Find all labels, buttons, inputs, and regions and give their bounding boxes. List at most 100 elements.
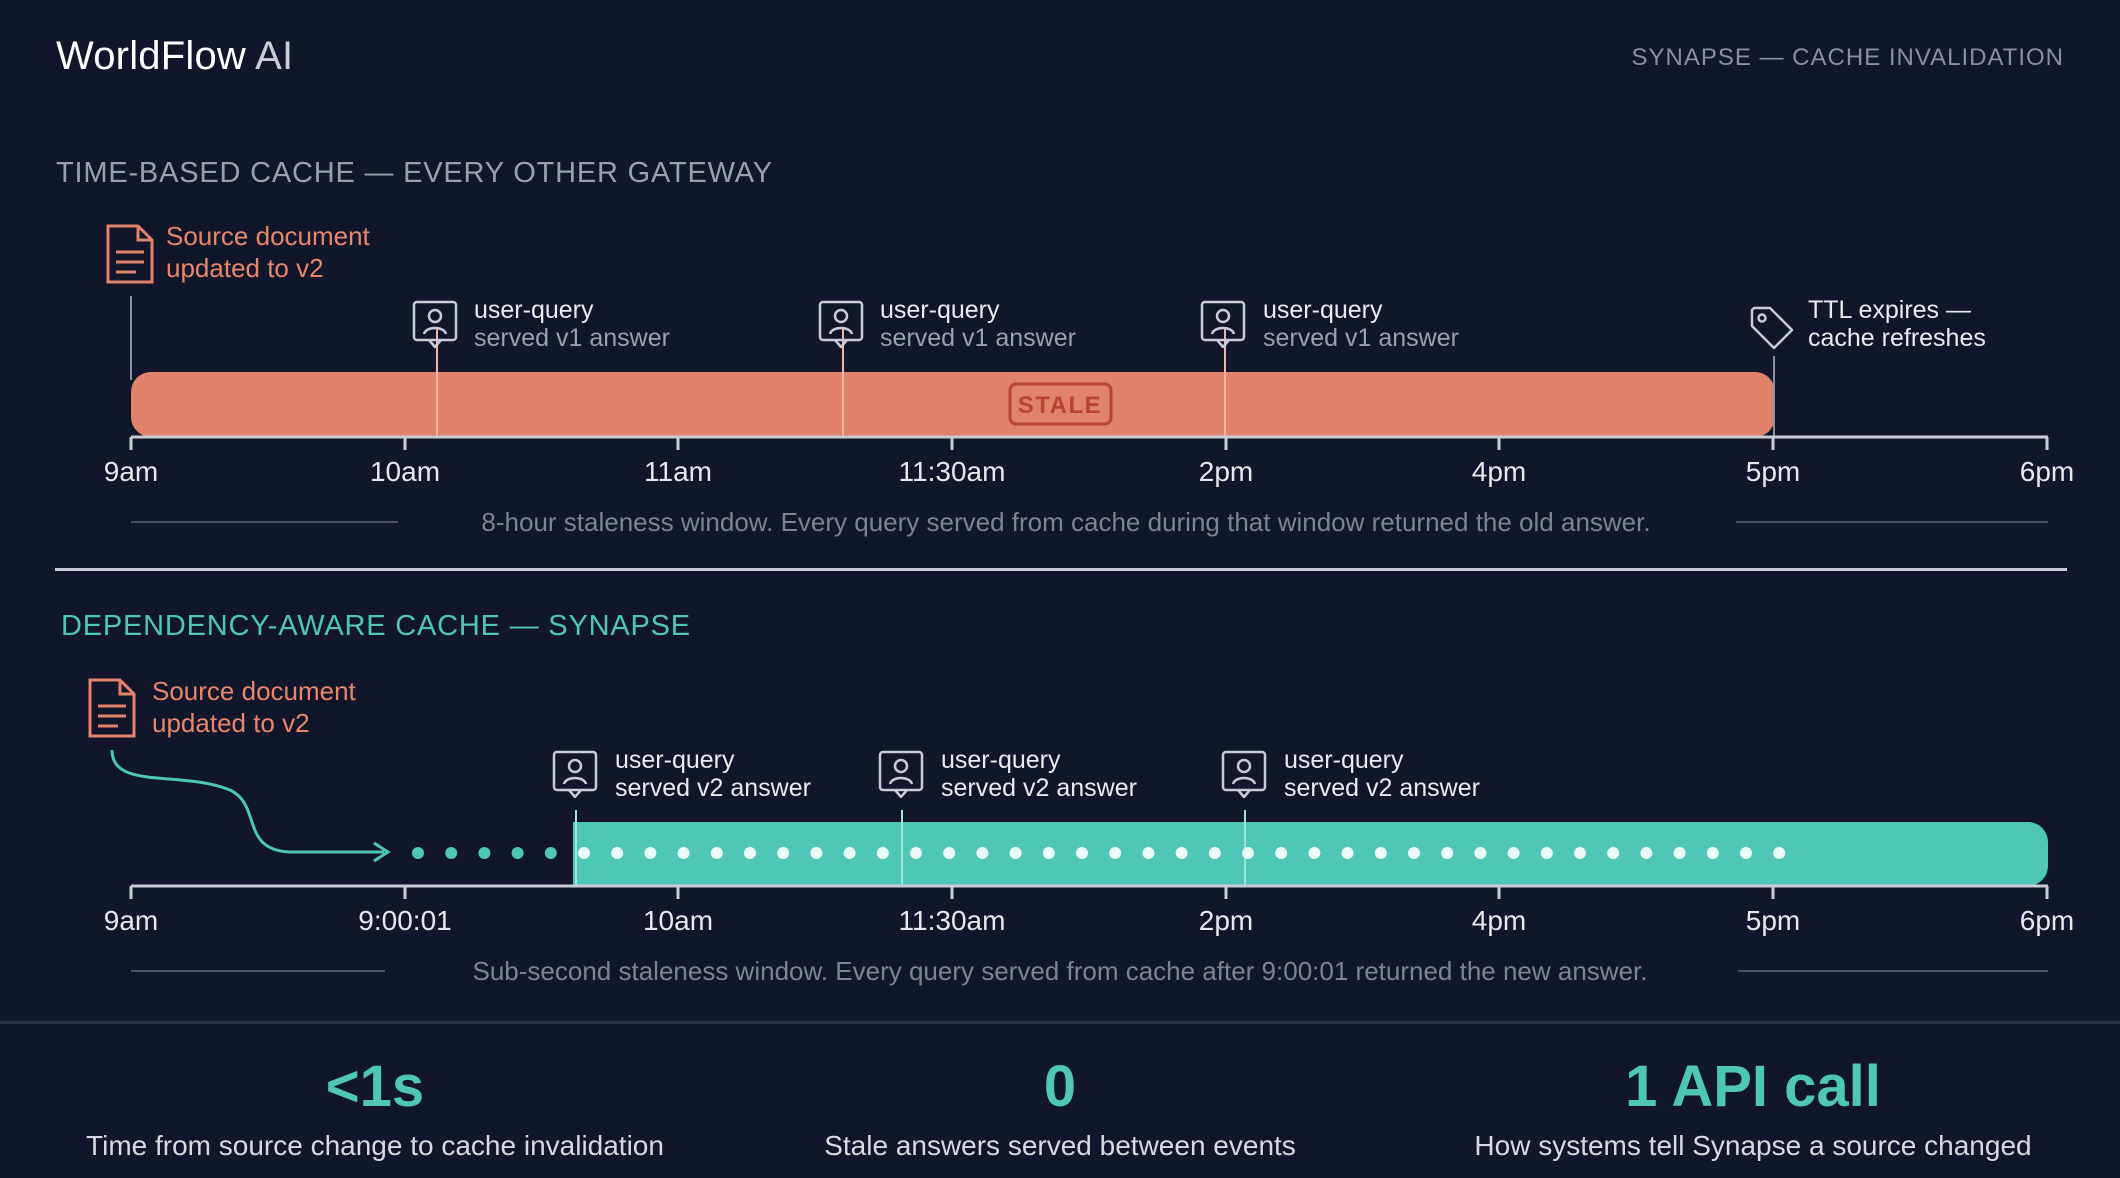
- query-dot: [1042, 847, 1055, 859]
- staleness-note: 8-hour staleness window. Every query ser…: [481, 507, 1651, 537]
- tick-label: 11:30am: [898, 456, 1006, 487]
- stat-invalidation-time: <1s Time from source change to cache inv…: [86, 1053, 664, 1162]
- source-update-line1: Source document: [152, 676, 356, 706]
- query-dot: [1773, 847, 1786, 859]
- query-dot: [744, 847, 756, 859]
- query-dot: [611, 847, 624, 859]
- query-dot: [1673, 847, 1686, 859]
- query-label: user-query served v1 answer: [880, 296, 1076, 352]
- stat-value: 0: [1043, 1054, 1077, 1119]
- query-dot: [810, 847, 823, 859]
- query-dot: [445, 847, 458, 859]
- query-dot: [876, 847, 889, 859]
- tick-label: 6pm: [2019, 905, 2075, 936]
- user-icon: [1221, 750, 1267, 803]
- tick-label: 4pm: [1471, 905, 1527, 936]
- query-dot: [1607, 847, 1620, 859]
- user-icon: [552, 750, 598, 803]
- tag-icon: [1748, 302, 1796, 355]
- tick-label: 10am: [642, 905, 714, 936]
- tick-label: 6pm: [2019, 456, 2075, 487]
- document-icon: [88, 678, 136, 738]
- query-dot: [1441, 847, 1454, 859]
- staleness-note: Sub-second staleness window. Every query…: [472, 956, 1648, 986]
- tick-label: 11am: [644, 456, 712, 487]
- source-update-label: Source document updated to v2: [166, 220, 370, 284]
- tick-label: 4pm: [1471, 456, 1527, 487]
- stat-value: <1s: [325, 1054, 425, 1119]
- user-icon: [878, 750, 924, 803]
- tick-label: 11:30am: [898, 905, 1006, 936]
- stats-divider: [0, 1021, 2120, 1024]
- query-dot: [1408, 847, 1420, 859]
- query-label: user-query served v2 answer: [941, 746, 1137, 802]
- tick-label: 10am: [369, 456, 441, 487]
- brand-logo: WorldFlow AI: [56, 34, 293, 79]
- query-dot: [1706, 847, 1719, 859]
- source-update-line2: updated to v2: [166, 253, 324, 283]
- stat-value: 1 API call: [1625, 1054, 1881, 1119]
- query-label: user-query served v1 answer: [1263, 296, 1459, 352]
- invalidation-arrow: [110, 749, 384, 854]
- query-dot: [1275, 847, 1288, 859]
- page-context-label: SYNAPSE — CACHE INVALIDATION: [1631, 44, 2064, 71]
- query-dot: [644, 847, 657, 859]
- stat-caption: Time from source change to cache invalid…: [86, 1130, 664, 1161]
- query-dot: [1540, 847, 1553, 859]
- query-dot: [1208, 847, 1221, 859]
- stat-api-calls: 1 API call How systems tell Synapse a so…: [1474, 1053, 2031, 1162]
- tick-label: 9am: [103, 456, 159, 487]
- query-dot: [478, 847, 491, 859]
- stat-caption: How systems tell Synapse a source change…: [1474, 1130, 2032, 1161]
- brand-name: WorldFlow: [56, 34, 246, 78]
- query-label: user-query served v2 answer: [615, 746, 811, 802]
- stat-caption: Stale answers served between events: [824, 1130, 1296, 1161]
- ttl-label: TTL expires — cache refreshes: [1808, 296, 1986, 352]
- query-dot: [1640, 847, 1653, 859]
- document-icon: [106, 224, 154, 284]
- query-dot: [1242, 847, 1254, 859]
- query-dot: [544, 847, 557, 859]
- tick-label: 5pm: [1745, 905, 1801, 936]
- time-based-section-title: TIME-BASED CACHE — EVERY OTHER GATEWAY: [56, 157, 773, 189]
- brand-suffix: AI: [255, 34, 294, 78]
- tick-label: 2pm: [1198, 905, 1254, 936]
- query-dot: [578, 847, 590, 859]
- query-dot: [976, 847, 989, 859]
- stale-badge-frame: [1008, 382, 1113, 426]
- query-dot: [1076, 847, 1088, 859]
- user-icon: [412, 300, 458, 353]
- axis-ticks: [129, 437, 2049, 450]
- query-label: user-query served v2 answer: [1284, 746, 1480, 802]
- query-dot: [1341, 847, 1354, 859]
- query-dot: [943, 847, 956, 859]
- query-dot: [677, 847, 690, 859]
- query-dot: [777, 847, 790, 859]
- query-dot: [1308, 847, 1321, 859]
- query-dot: [1175, 847, 1188, 859]
- query-dot: [910, 847, 922, 859]
- stale-badge: STALE: [1018, 392, 1102, 419]
- query-dot: [843, 847, 856, 859]
- query-dots: [412, 847, 1786, 859]
- tick-label: 5pm: [1745, 456, 1801, 487]
- stale-window-bar: [131, 372, 1775, 437]
- query-dot: [1142, 847, 1155, 859]
- source-update-line1: Source document: [166, 221, 370, 251]
- query-dot: [1374, 847, 1387, 859]
- query-dot: [1009, 847, 1022, 859]
- stat-stale-answers: 0 Stale answers served between events: [824, 1053, 1296, 1162]
- query-dot: [1507, 847, 1520, 859]
- user-icon: [818, 300, 864, 353]
- tick-label: 2pm: [1198, 456, 1254, 487]
- user-icon: [1200, 300, 1246, 353]
- query-dot: [1574, 847, 1586, 859]
- query-dot: [1474, 847, 1487, 859]
- axis-ticks: [129, 886, 2049, 899]
- source-update-line2: updated to v2: [152, 708, 310, 738]
- query-label: user-query served v1 answer: [474, 296, 670, 352]
- dependency-aware-section-title: DEPENDENCY-AWARE CACHE — SYNAPSE: [61, 610, 691, 642]
- query-dot: [1109, 847, 1122, 859]
- query-dot: [412, 847, 424, 859]
